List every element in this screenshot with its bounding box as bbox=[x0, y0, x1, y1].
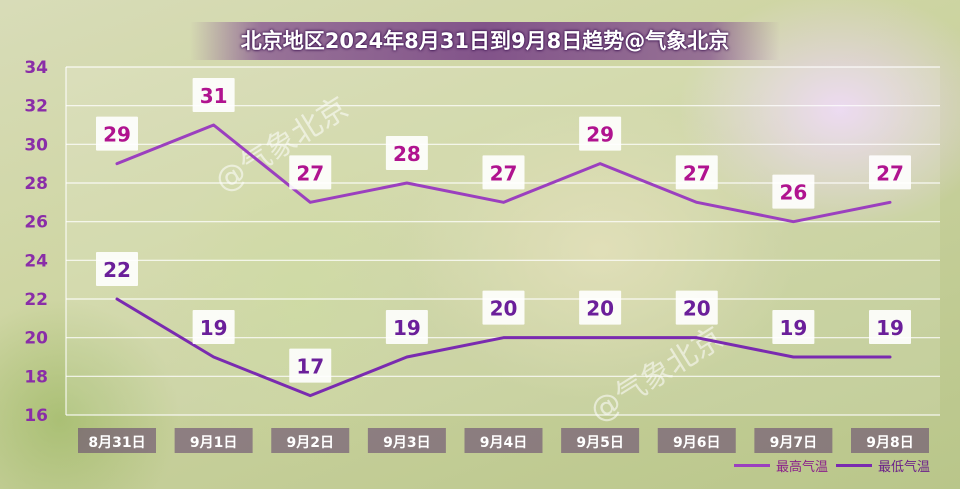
data-label-box bbox=[482, 290, 525, 325]
y-tick-label: 34 bbox=[24, 58, 48, 78]
x-tick-label: 9月2日 bbox=[287, 435, 334, 451]
legend-low-label: 最低气温 bbox=[877, 460, 930, 475]
x-tick-box bbox=[78, 428, 156, 453]
data-label-box bbox=[289, 155, 332, 190]
low-temp-label: 17 bbox=[296, 355, 324, 379]
y-tick-label: 32 bbox=[24, 97, 48, 117]
data-label-box bbox=[482, 155, 525, 190]
high-temp-label: 28 bbox=[393, 142, 421, 166]
legend-low-swatch bbox=[835, 464, 872, 467]
low-temp-label: 19 bbox=[779, 316, 807, 340]
data-label-box bbox=[579, 290, 622, 325]
x-tick-label: 9月8日 bbox=[866, 435, 913, 451]
data-label-box bbox=[869, 155, 911, 190]
data-label-box bbox=[772, 310, 815, 344]
data-label-box bbox=[385, 310, 428, 344]
low-temp-label: 19 bbox=[393, 316, 421, 340]
high-temp-label: 29 bbox=[586, 123, 614, 147]
y-tick-label: 30 bbox=[24, 135, 48, 155]
chart-title: 北京地区2024年8月31日到9月8日趋势@气象北京 bbox=[240, 29, 730, 53]
x-tick-label: 9月6日 bbox=[673, 435, 720, 451]
x-tick-box bbox=[464, 428, 543, 453]
x-tick-box bbox=[754, 428, 833, 453]
legend-high-label: 最高气温 bbox=[775, 460, 828, 475]
low-temp-label: 20 bbox=[490, 297, 518, 321]
y-tick-label: 26 bbox=[24, 213, 48, 233]
x-tick-box bbox=[367, 428, 446, 453]
low-temp-label: 20 bbox=[683, 297, 711, 321]
data-label-box bbox=[192, 310, 235, 344]
data-label-box bbox=[772, 174, 815, 209]
data-label-box bbox=[289, 348, 332, 383]
legend-item-high: 最高气温 bbox=[733, 456, 828, 475]
high-temp-label: 27 bbox=[683, 161, 711, 185]
data-label-box bbox=[96, 252, 138, 286]
y-tick-label: 28 bbox=[24, 174, 48, 194]
x-tick-label: 8月31日 bbox=[88, 435, 145, 451]
data-label-box bbox=[385, 136, 428, 170]
x-tick-label: 9月4日 bbox=[480, 435, 527, 451]
data-label-box bbox=[96, 116, 138, 151]
high-temp-label: 27 bbox=[296, 161, 324, 185]
x-tick-label: 9月7日 bbox=[770, 435, 817, 451]
y-tick-label: 18 bbox=[24, 367, 48, 387]
low-temp-label: 22 bbox=[103, 258, 131, 282]
y-tick-label: 24 bbox=[24, 251, 48, 271]
x-tick-box bbox=[851, 428, 929, 453]
x-tick-box bbox=[174, 428, 253, 453]
plot-area bbox=[66, 67, 940, 415]
x-tick-label: 9月5日 bbox=[576, 435, 623, 451]
y-tick-label: 20 bbox=[24, 329, 48, 349]
legend-item-low: 最低气温 bbox=[835, 456, 930, 475]
title-banner bbox=[190, 22, 780, 60]
high-temp-label: 26 bbox=[779, 181, 807, 205]
data-label-box bbox=[869, 310, 911, 344]
high-temp-label: 27 bbox=[876, 161, 904, 185]
legend-high-swatch bbox=[733, 464, 770, 467]
data-label-box bbox=[192, 78, 235, 112]
high-temp-line bbox=[115, 123, 892, 224]
data-label-box bbox=[675, 290, 718, 325]
high-temp-label: 29 bbox=[103, 123, 131, 147]
low-temp-label: 20 bbox=[586, 297, 614, 321]
low-temp-label: 19 bbox=[200, 316, 228, 340]
data-label-box bbox=[675, 155, 718, 190]
high-temp-label: 27 bbox=[490, 161, 518, 185]
x-tick-box bbox=[657, 428, 736, 453]
data-label-box bbox=[579, 116, 622, 151]
x-tick-label: 9月1日 bbox=[190, 435, 237, 451]
low-temp-label: 19 bbox=[876, 316, 904, 340]
x-tick-label: 9月3日 bbox=[383, 435, 430, 451]
y-tick-label: 22 bbox=[24, 290, 48, 310]
high-temp-label: 31 bbox=[200, 84, 228, 108]
y-tick-label: 16 bbox=[24, 406, 48, 426]
x-tick-box bbox=[271, 428, 350, 453]
x-tick-box bbox=[561, 428, 640, 453]
low-temp-line bbox=[115, 297, 892, 398]
legend: 最高气温 最低气温 bbox=[733, 456, 930, 475]
